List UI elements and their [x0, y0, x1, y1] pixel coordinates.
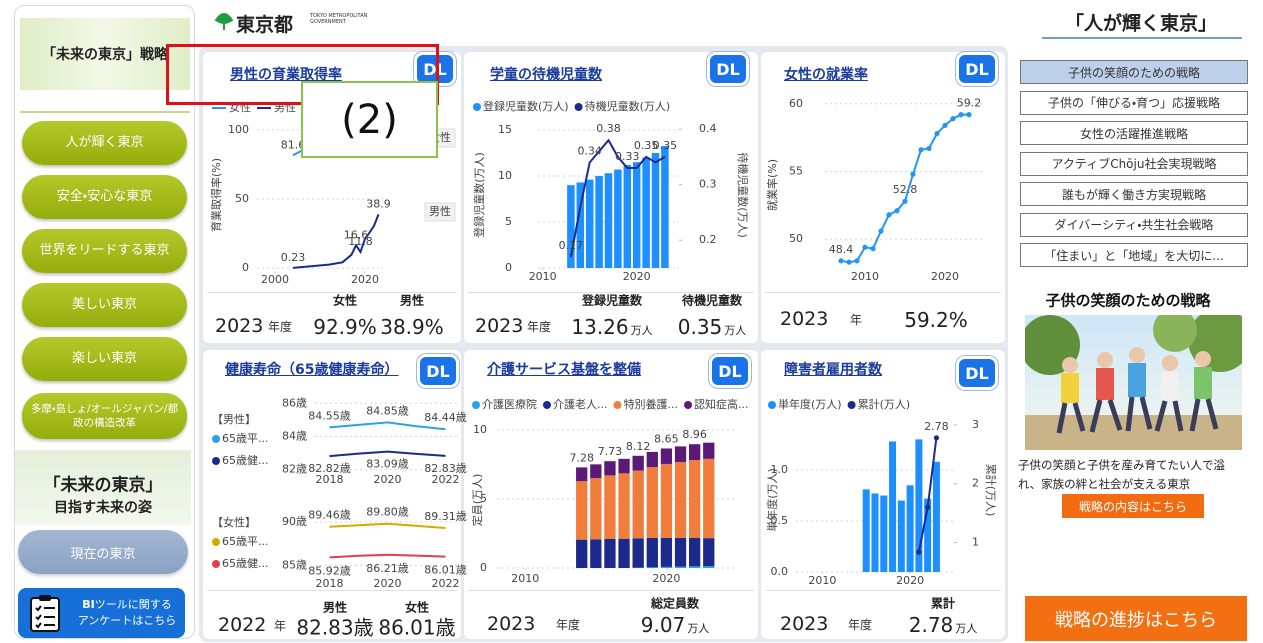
right-title: 「人が輝く東京」 — [1065, 9, 1217, 36]
panel-title[interactable]: 健康寿命（65歳健康寿命） — [225, 359, 398, 379]
strategy-link[interactable]: 誰もが輝く働き方実現戦略 — [1020, 182, 1248, 206]
nav-button[interactable]: 多摩・島しょ/オールジャパン/都政の構造改革 — [22, 393, 187, 439]
survey-line1: ツールに関する — [95, 598, 172, 611]
panel-title[interactable]: 学童の待機児童数 — [490, 64, 602, 84]
panel-title[interactable]: 女性の就業率 — [784, 64, 868, 84]
clipboard-icon — [28, 593, 62, 633]
stat-label: 総定員数 — [651, 595, 699, 612]
download-button[interactable]: DL — [417, 354, 459, 388]
stat-label: 女性 — [333, 292, 357, 309]
nav-button[interactable]: 人が輝く東京 — [22, 121, 187, 165]
survey-line2: アンケートはこちら — [78, 614, 177, 627]
logo-mark — [214, 12, 234, 32]
footer-unit: 年度 — [848, 616, 872, 633]
strategy-heading: 子供の笑顔のための戦略 — [1045, 290, 1210, 311]
survey-text: BIツールに関する アンケートはこちら — [68, 597, 186, 629]
stat-number: 2.78 — [909, 613, 954, 637]
stat-value: 2.78万人 — [909, 613, 978, 637]
logo-sub-2: GOVERNMENT — [310, 19, 367, 25]
stat-label: 待機児童数 — [682, 292, 742, 309]
strategy-link[interactable]: ダイバーシティ・共生社会戦略 — [1020, 213, 1248, 237]
panel-footer-divider — [765, 292, 1001, 293]
stat-number: 38.9% — [380, 315, 444, 339]
footer-unit: 年度 — [527, 318, 551, 335]
stat-number: 0.35 — [678, 315, 723, 339]
logo-sub: TOKYO METROPOLITAN GOVERNMENT — [310, 13, 367, 25]
footer-unit: 年 — [850, 311, 862, 328]
footer-unit: 年度 — [556, 616, 580, 633]
download-button[interactable]: DL — [709, 354, 751, 388]
document: Dashboard body { margin: 0; font-family:… — [0, 0, 1263, 643]
stat-number: 13.26 — [571, 315, 628, 339]
survey-bold: BI — [82, 598, 94, 611]
stat-value: 82.83歳 — [296, 612, 373, 641]
strategy-link[interactable]: 女性の活躍推進戦略 — [1020, 121, 1248, 145]
annotation-label: (2) — [301, 81, 438, 158]
footer-year: 2022 — [218, 614, 266, 636]
stat-value: 92.9% — [313, 315, 377, 339]
footer-unit: 年 — [274, 617, 286, 634]
footer-year: 2023 — [215, 315, 263, 337]
page-body: { "header": {"logo": "東京都", "logo_sub1":… — [0, 0, 1263, 643]
stat-value: 9.07万人 — [641, 613, 710, 637]
footer-year: 2023 — [780, 308, 828, 330]
progress-button[interactable]: 戦略の進捗はこちら — [1025, 596, 1247, 641]
panel — [464, 350, 758, 639]
footer-year: 2023 — [475, 315, 523, 337]
stat-unit: 万人 — [631, 324, 653, 337]
panel-title[interactable]: 介護サービス基盤を整備 — [487, 359, 641, 379]
download-button[interactable]: DL — [956, 52, 998, 86]
stat-unit: 万人 — [687, 622, 709, 635]
current-tokyo-button[interactable]: 現在の東京 — [18, 530, 188, 574]
strategy-link[interactable]: 子供の笑顔のための戦略 — [1020, 60, 1248, 84]
stat-number: 59.2% — [904, 308, 968, 332]
panel — [761, 52, 1005, 343]
download-button[interactable]: DL — [707, 52, 749, 86]
photo — [1025, 315, 1242, 450]
stat-number: 82.83歳 — [296, 616, 373, 640]
right-title-underline — [1042, 37, 1242, 39]
stat-value: 38.9% — [380, 315, 444, 339]
stat-unit: 万人 — [724, 324, 746, 337]
footer-year: 2023 — [487, 613, 535, 635]
stat-number: 92.9% — [313, 315, 377, 339]
detail-button[interactable]: 戦略の内容はこちら — [1062, 494, 1204, 518]
stat-label: 登録児童数 — [582, 292, 642, 309]
strategy-link[interactable]: 子供の「伸びる・育つ」応援戦略 — [1020, 91, 1248, 115]
panel-footer-divider — [765, 590, 1001, 591]
nav-button[interactable]: 世界をリードする東京 — [22, 229, 187, 273]
panel — [203, 350, 461, 639]
strategy-caption: 子供の笑顔と子供を産み育てたい人で溢れ、家族の絆と社会が支える東京 — [1018, 456, 1248, 494]
strategy-link[interactable]: 「住まい」と「地域」を大切に... — [1020, 243, 1248, 267]
panel — [761, 350, 1005, 639]
footer-year: 2023 — [780, 613, 828, 635]
stat-label: 男性 — [400, 292, 424, 309]
footer-unit: 年度 — [268, 318, 292, 335]
download-button[interactable]: DL — [956, 356, 998, 390]
stat-label: 累計 — [931, 595, 955, 612]
panel-footer-divider — [207, 590, 457, 591]
sidebar-banner: 「未来の東京」戦略 — [20, 18, 190, 90]
vision-title: 「未来の東京」 — [44, 471, 163, 496]
dashboard: 「未来の東京」戦略 「未来の東京」 目指す未来の姿 現在の東京 BIツールに関す… — [0, 0, 1263, 643]
nav-button[interactable]: 楽しい東京 — [22, 337, 187, 381]
stat-unit: 万人 — [955, 622, 977, 635]
stat-value: 59.2% — [904, 308, 968, 332]
sidebar-divider — [20, 111, 190, 113]
stat-value: 86.01歳 — [378, 612, 455, 641]
nav-button[interactable]: 美しい東京 — [22, 283, 187, 327]
nav-button[interactable]: 安全・安心な東京 — [22, 175, 187, 219]
panel-title[interactable]: 障害者雇用者数 — [784, 359, 882, 379]
panel-footer-divider — [468, 590, 754, 591]
vision-subtitle: 目指す未来の姿 — [54, 497, 152, 517]
stat-number: 86.01歳 — [378, 616, 455, 640]
logo-text: 東京都 — [236, 10, 293, 37]
stat-number: 9.07 — [641, 613, 686, 637]
strategy-link[interactable]: アクティブChōju社会実現戦略 — [1020, 152, 1248, 176]
